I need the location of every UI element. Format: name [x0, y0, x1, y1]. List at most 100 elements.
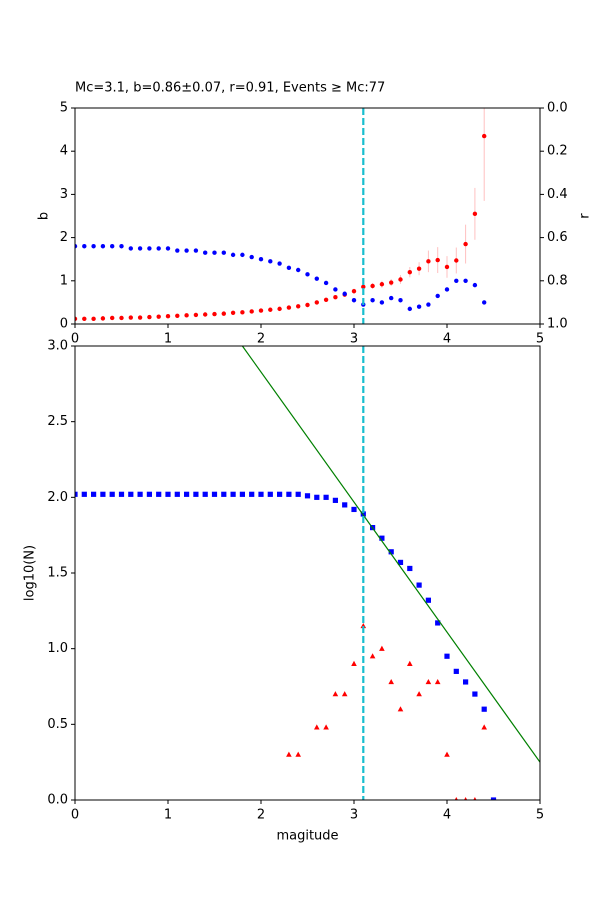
point [221, 250, 226, 255]
point [463, 278, 468, 283]
point [82, 316, 87, 322]
point [472, 691, 478, 697]
fit-line [241, 346, 540, 763]
point [165, 491, 171, 497]
point [407, 269, 412, 275]
y2-axis-label: r [578, 213, 593, 219]
point [165, 314, 171, 319]
point [156, 246, 161, 251]
point [110, 244, 115, 249]
point [184, 491, 190, 497]
point [184, 313, 189, 318]
point [389, 280, 394, 285]
point [426, 302, 431, 307]
point [361, 284, 366, 290]
point [193, 491, 199, 497]
y2-tick-label: 1.0 [547, 317, 568, 332]
point [351, 298, 357, 303]
point [444, 287, 450, 292]
point [296, 304, 301, 309]
point [286, 305, 292, 310]
point [202, 491, 208, 497]
point [360, 622, 367, 629]
point [314, 494, 320, 500]
point [128, 246, 133, 251]
point [463, 241, 468, 247]
y-tick-label: 2.0 [47, 490, 68, 505]
point [490, 797, 497, 800]
y-tick-label: 1.5 [47, 566, 68, 581]
point [314, 276, 319, 281]
axes-frame [74, 107, 541, 325]
point [425, 597, 431, 603]
point [360, 511, 366, 517]
point [305, 302, 310, 308]
point [147, 314, 152, 320]
point [407, 306, 412, 312]
plot-area [75, 108, 487, 322]
point [100, 491, 106, 497]
y-tick-label: 2 [60, 230, 68, 245]
point [434, 678, 441, 685]
point [407, 660, 413, 666]
point [407, 565, 413, 572]
point [342, 291, 347, 296]
y-tick-label: 5 [60, 101, 68, 116]
x-tick-label: 2 [257, 808, 265, 823]
point [82, 244, 87, 249]
x-tick-label: 1 [164, 808, 172, 823]
y-tick-label: 3.0 [47, 339, 68, 354]
point [119, 315, 124, 321]
point [341, 691, 348, 697]
point [463, 679, 469, 685]
point [351, 660, 357, 666]
point [249, 254, 254, 260]
point [314, 724, 320, 730]
point [203, 250, 208, 255]
point [416, 266, 422, 271]
point [472, 282, 478, 288]
axes-frame [74, 345, 541, 801]
point [211, 491, 218, 497]
point [212, 250, 217, 255]
point [110, 315, 115, 321]
point [165, 246, 171, 251]
point [258, 308, 264, 313]
point [286, 265, 292, 271]
point [463, 797, 468, 800]
point [473, 797, 477, 800]
point [240, 252, 245, 258]
y-tick-label: 1.0 [47, 641, 68, 656]
point [389, 295, 394, 301]
point [332, 497, 338, 503]
point [482, 300, 487, 305]
point [230, 252, 236, 258]
point [379, 535, 385, 541]
point [481, 724, 487, 730]
x-tick-label: 5 [536, 332, 544, 347]
y-tick-label: 0.5 [47, 717, 68, 732]
point [146, 491, 152, 497]
point [156, 491, 162, 497]
point [230, 491, 236, 497]
point [156, 314, 161, 319]
point [203, 312, 208, 317]
point [296, 267, 301, 273]
x-tick-label: 4 [443, 332, 451, 347]
y2-tick-label: 0.6 [547, 230, 568, 245]
point [416, 691, 422, 697]
point [481, 706, 487, 712]
point [268, 307, 273, 312]
point [175, 248, 180, 253]
point [119, 244, 124, 249]
point [444, 653, 450, 659]
point [435, 620, 441, 626]
point [75, 491, 78, 497]
point [454, 258, 459, 263]
point [118, 491, 125, 497]
point [398, 298, 403, 303]
x-tick-label: 0 [71, 332, 79, 347]
chart-title: Mc=3.1, b=0.86±0.07, r=0.91, Events ≥ Mc… [75, 81, 385, 96]
